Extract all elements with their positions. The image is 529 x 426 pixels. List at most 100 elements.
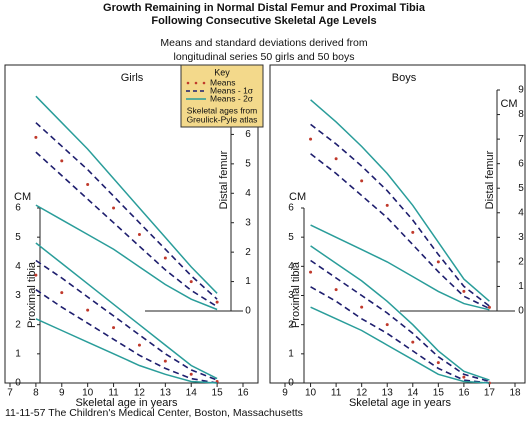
x-axis-label: Skeletal age in years xyxy=(75,397,178,409)
x-tick-label: 12 xyxy=(356,388,368,399)
mean-dot xyxy=(462,375,466,379)
y2-tick-label: 4 xyxy=(518,207,524,218)
y-tick-label: 2 xyxy=(15,319,21,330)
y2-tick-label: 2 xyxy=(245,247,251,258)
x-tick-label: 17 xyxy=(484,388,496,399)
x-tick-label: 9 xyxy=(59,388,65,399)
mean-dot xyxy=(189,372,193,376)
solid-line xyxy=(310,245,490,381)
x-tick-label: 10 xyxy=(82,388,94,399)
x-tick-label: 16 xyxy=(237,388,249,399)
y-tick-label: 1 xyxy=(288,348,294,359)
y2-tick-label: 2 xyxy=(518,257,524,268)
y-tick-label: 4 xyxy=(15,261,21,272)
y-tick-label: 0 xyxy=(288,378,294,389)
title-line: Growth Remaining in Normal Distal Femur … xyxy=(103,2,426,14)
y2-tick-label: 0 xyxy=(518,306,524,317)
panel-title: Girls xyxy=(121,72,144,84)
y-tick-label: 0 xyxy=(15,378,21,389)
key-sample xyxy=(194,81,198,85)
solid-line xyxy=(310,99,490,302)
dashed-line xyxy=(310,123,490,307)
mean-dot xyxy=(436,361,440,365)
x-tick-label: 12 xyxy=(134,388,146,399)
y-tick-label: 4 xyxy=(288,261,294,272)
x-tick-label: 18 xyxy=(509,388,521,399)
y2-tick-label: 3 xyxy=(518,232,524,243)
y2-tick-label: 0 xyxy=(245,306,251,317)
panel-frame xyxy=(269,64,526,384)
mean-dot xyxy=(86,308,90,312)
y2-tick-label: 9 xyxy=(518,85,524,96)
y-tick-label: 3 xyxy=(15,290,21,301)
y2-tick-label: 7 xyxy=(518,134,524,145)
y-tick-label: 6 xyxy=(288,203,294,214)
mean-dot xyxy=(411,230,415,234)
x-tick-label: 13 xyxy=(160,388,172,399)
key-note: Skeletal ages from xyxy=(187,105,257,115)
mean-dot xyxy=(334,288,338,292)
solid-line xyxy=(310,306,490,384)
x-tick-label: 14 xyxy=(186,388,198,399)
panel-title: Boys xyxy=(392,72,417,84)
key-box xyxy=(180,64,264,128)
y2-tick-label: 1 xyxy=(245,276,251,287)
y-tick-label: 1 xyxy=(15,348,21,359)
solid-line xyxy=(35,95,218,294)
key-label: Means - 1σ xyxy=(210,85,254,95)
tibia-unit: CM xyxy=(14,191,31,203)
footer: 11-11-57 The Children's Medical Center, … xyxy=(5,407,303,419)
x-tick-label: 9 xyxy=(282,388,288,399)
x-tick-label: 10 xyxy=(305,388,317,399)
y2-tick-label: 1 xyxy=(518,281,524,292)
femur-unit: CM xyxy=(500,98,517,110)
mean-dot xyxy=(436,260,440,264)
y2-tick-label: 8 xyxy=(518,109,524,120)
y-tick-label: 5 xyxy=(15,232,21,243)
subtitle-line: Means and standard deviations derived fr… xyxy=(160,37,367,49)
key-label: Means - 2σ xyxy=(210,93,254,103)
key-title: Key xyxy=(214,67,230,77)
key-note: Greulick-Pyle atlas xyxy=(187,114,258,124)
title-line: Following Consecutive Skeletal Age Level… xyxy=(151,15,376,27)
solid-line xyxy=(35,204,218,311)
dashed-line xyxy=(35,259,218,381)
mean-dot xyxy=(34,273,38,277)
mean-dot xyxy=(137,343,141,347)
y-tick-label: 3 xyxy=(288,290,294,301)
dashed-line xyxy=(35,289,218,384)
x-tick-label: 7 xyxy=(7,388,13,399)
y-tick-label: 6 xyxy=(15,203,21,214)
mean-dot xyxy=(360,305,364,309)
solid-line xyxy=(35,242,218,380)
mean-dot xyxy=(86,182,90,186)
dashed-line xyxy=(35,151,218,308)
x-axis-label: Skeletal age in years xyxy=(349,397,452,409)
mean-dot xyxy=(189,280,193,284)
femur-label: Distal femur xyxy=(218,150,230,209)
mean-dot xyxy=(34,135,38,139)
mean-dot xyxy=(462,289,466,293)
solid-line xyxy=(310,224,490,311)
mean-dot xyxy=(60,291,64,295)
mean-dot xyxy=(163,256,167,260)
tibia-label: Proximal tibia xyxy=(26,261,38,328)
key-label: Means xyxy=(210,77,236,87)
tibia-unit: CM xyxy=(289,191,306,203)
panel-frame xyxy=(4,64,259,384)
x-tick-label: 11 xyxy=(108,388,119,399)
x-tick-label: 14 xyxy=(407,388,419,399)
dashed-line xyxy=(310,153,490,310)
solid-line xyxy=(35,318,218,384)
y2-tick-label: 4 xyxy=(245,188,251,199)
y-tick-label: 5 xyxy=(288,232,294,243)
x-tick-label: 16 xyxy=(458,388,470,399)
x-tick-label: 13 xyxy=(382,388,394,399)
dashed-line xyxy=(310,259,490,383)
x-tick-label: 15 xyxy=(212,388,224,399)
mean-dot xyxy=(385,203,389,207)
y2-tick-label: 5 xyxy=(245,158,251,169)
mean-dot xyxy=(334,157,338,161)
tibia-label: Proximal tibia xyxy=(290,261,302,328)
mean-dot xyxy=(385,323,389,327)
